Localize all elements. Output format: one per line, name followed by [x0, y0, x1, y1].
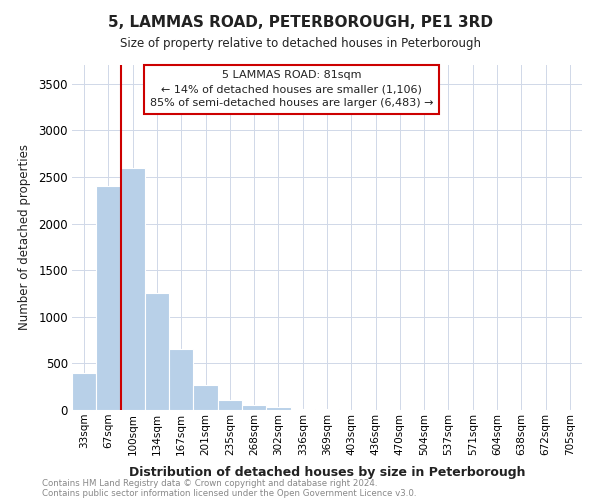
Bar — [290, 408, 315, 410]
Bar — [193, 385, 218, 410]
Bar — [218, 400, 242, 410]
Text: Contains public sector information licensed under the Open Government Licence v3: Contains public sector information licen… — [42, 488, 416, 498]
Bar — [242, 405, 266, 410]
Bar — [72, 372, 96, 410]
Bar — [121, 168, 145, 410]
Text: 5, LAMMAS ROAD, PETERBOROUGH, PE1 3RD: 5, LAMMAS ROAD, PETERBOROUGH, PE1 3RD — [107, 15, 493, 30]
Text: 5 LAMMAS ROAD: 81sqm
← 14% of detached houses are smaller (1,106)
85% of semi-de: 5 LAMMAS ROAD: 81sqm ← 14% of detached h… — [149, 70, 433, 108]
Bar — [169, 350, 193, 410]
Text: Contains HM Land Registry data © Crown copyright and database right 2024.: Contains HM Land Registry data © Crown c… — [42, 478, 377, 488]
Text: Size of property relative to detached houses in Peterborough: Size of property relative to detached ho… — [119, 38, 481, 51]
Y-axis label: Number of detached properties: Number of detached properties — [18, 144, 31, 330]
Bar — [96, 186, 121, 410]
Bar — [145, 294, 169, 410]
X-axis label: Distribution of detached houses by size in Peterborough: Distribution of detached houses by size … — [129, 466, 525, 479]
Bar — [266, 407, 290, 410]
